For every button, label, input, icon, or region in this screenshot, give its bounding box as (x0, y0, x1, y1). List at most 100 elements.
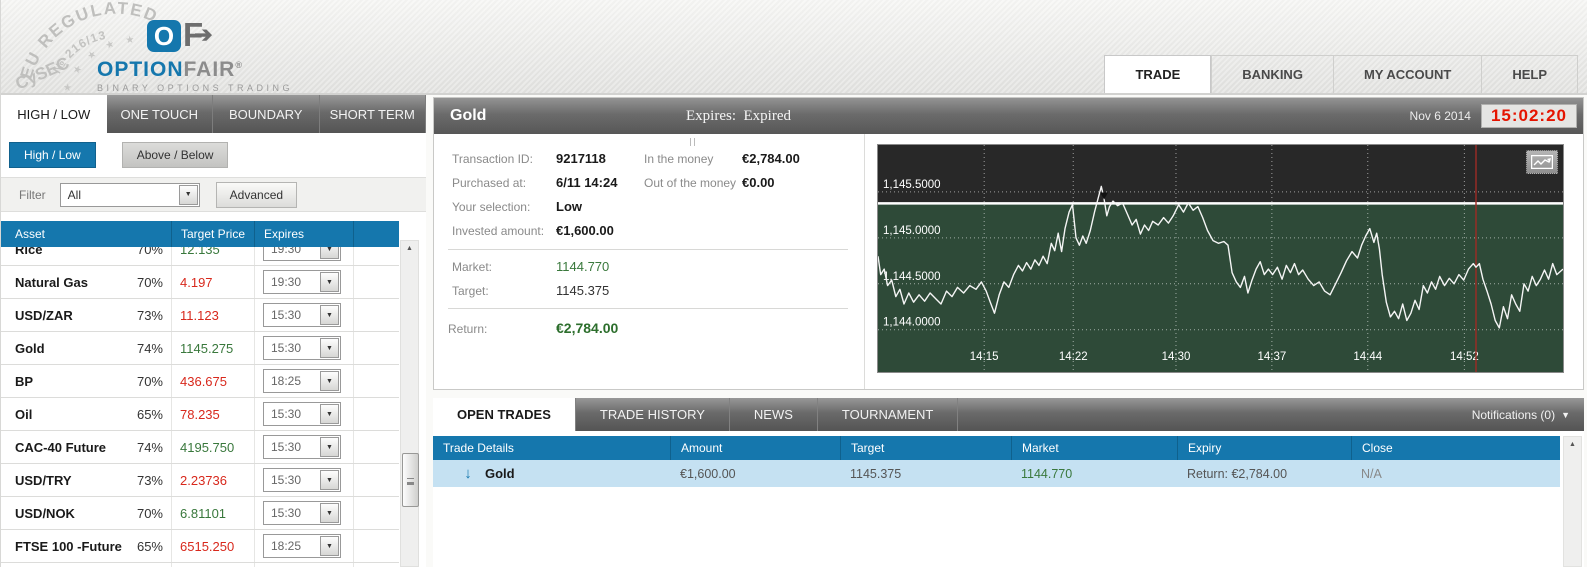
chevron-down-icon[interactable]: ▼ (320, 536, 339, 556)
asset-payout: 73% (136, 307, 163, 323)
trade-detail-panel: Gold Expires: Expired Nov 6 2014 15:02:2… (433, 97, 1584, 390)
chevron-down-icon[interactable]: ▼ (320, 470, 339, 490)
tab-news[interactable]: NEWS (730, 398, 818, 431)
expiry-select[interactable]: 18:25 ▼ (263, 369, 341, 393)
notifications-dropdown[interactable]: Notifications (0) ▼ (1472, 398, 1570, 431)
expiry-select[interactable]: 15:30 ▼ (263, 303, 341, 327)
subtab-above-below[interactable]: Above / Below (121, 142, 229, 168)
subtab-high-low[interactable]: High / Low (9, 142, 96, 168)
open-trades-header: Trade Details Amount Target Market Expir… (433, 436, 1560, 460)
selection-label: Your selection: (452, 200, 531, 214)
asset-row[interactable]: Rice 70% 12.135 19:30 ▼ (1, 247, 399, 266)
nav-tab-help[interactable]: HELP (1481, 55, 1578, 93)
asset-row[interactable]: USD/TRY 73% 2.23736 15:30 ▼ (1, 464, 399, 497)
logo-arrow-icon: ➔ (194, 22, 213, 47)
tab-short-term[interactable]: SHORT TERM (320, 95, 426, 133)
chart-out-of-money-zone (878, 145, 1563, 204)
asset-row[interactable]: USD/ZAR 73% 11.123 15:30 ▼ (1, 299, 399, 332)
asset-payout: 70% (136, 373, 163, 389)
asset-table-scrollbar[interactable]: ▲ (400, 240, 419, 567)
nav-tab-banking[interactable]: BANKING (1211, 55, 1333, 93)
trades-scrollbar[interactable]: ▲ (1563, 436, 1582, 567)
expiry-select[interactable]: 18:25 ▼ (263, 534, 341, 558)
asset-target-price: 4.197 (171, 266, 254, 298)
tab-tournament[interactable]: TOURNAMENT (818, 398, 959, 431)
asset-row[interactable]: FTSE 100 -Future 65% 6515.250 18:25 ▼ (1, 530, 399, 563)
chevron-down-icon[interactable]: ▼ (320, 272, 339, 292)
asset-target-price: 6515.250 (171, 530, 254, 562)
purchase-point-marker (1100, 192, 1109, 200)
expiry-select[interactable]: 19:30 ▼ (263, 270, 341, 294)
chevron-down-icon[interactable]: ▼ (320, 371, 339, 391)
asset-payout: 65% (136, 538, 163, 554)
out-money-value: €0.00 (742, 175, 775, 190)
asset-row[interactable]: CAC-40 Future 74% 4195.750 15:30 ▼ (1, 431, 399, 464)
asset-target-price: 6.81101 (171, 497, 254, 529)
instruments-panel: HIGH / LOW ONE TOUCH BOUNDARY SHORT TERM… (1, 95, 426, 567)
x-axis-label: 14:30 (1162, 351, 1191, 363)
x-axis-label: 14:52 (1450, 351, 1479, 363)
chevron-down-icon[interactable]: ▼ (320, 338, 339, 358)
asset-target-price: 4195.750 (171, 431, 254, 463)
expiry-select[interactable]: 15:30 ▼ (263, 402, 341, 426)
column-header-trade-details: Trade Details (443, 441, 514, 455)
chevron-down-icon[interactable]: ▼ (320, 437, 339, 457)
expiry-select[interactable]: 15:30 ▼ (263, 468, 341, 492)
purchased-at-value: 6/11 14:24 (556, 175, 618, 190)
expiry-select[interactable]: 19:30 ▼ (263, 247, 341, 261)
chevron-down-icon[interactable]: ▼ (320, 247, 339, 259)
asset-name: USD/TRY (15, 472, 72, 488)
column-header-close: Close (1351, 436, 1560, 460)
scroll-up-arrow-icon[interactable]: ▲ (1569, 441, 1576, 448)
asset-row[interactable]: Natural Gas 70% 4.197 19:30 ▼ (1, 266, 399, 299)
advanced-button[interactable]: Advanced (215, 181, 298, 208)
asset-rows: Rice 70% 12.135 19:30 ▼ Natural Gas 70% 4.197 19… (1, 247, 399, 567)
nav-tab-trade[interactable]: TRADE (1104, 55, 1212, 93)
chart-type-button[interactable] (1526, 150, 1558, 174)
expiry-select[interactable]: 15:30 ▼ (263, 435, 341, 459)
asset-row[interactable]: USD/NOK 70% 6.81101 15:30 ▼ (1, 497, 399, 530)
expiry-value: 18:25 (271, 374, 302, 388)
tab-high-low[interactable]: HIGH / LOW (1, 95, 107, 133)
expiry-select[interactable]: 15:30 ▼ (263, 336, 341, 360)
scrollbar-thumb[interactable] (402, 453, 419, 507)
chevron-down-icon[interactable]: ▼ (320, 503, 339, 523)
divider (448, 249, 848, 250)
brand-wordmark: OPTIONFAIR® (97, 58, 243, 81)
nav-tab-my-account[interactable]: MY ACCOUNT (1332, 55, 1482, 93)
expiry-value: 15:30 (271, 341, 302, 355)
tab-trade-history[interactable]: TRADE HISTORY (576, 398, 730, 431)
scroll-up-arrow-icon[interactable]: ▲ (406, 245, 413, 252)
asset-row[interactable]: Gold 74% 1145.275 15:30 ▼ (1, 332, 399, 365)
filter-select[interactable]: All ▼ (59, 182, 200, 207)
asset-name: Rice (15, 247, 43, 257)
tab-boundary[interactable]: BOUNDARY (213, 95, 320, 133)
asset-name: Gold (15, 340, 45, 356)
of-logo-mark: O F ➔ (147, 18, 293, 56)
expiry-select[interactable]: 15:30 ▼ (263, 501, 341, 525)
chevron-down-icon[interactable]: ▼ (320, 305, 339, 325)
return-value: €2,784.00 (556, 320, 619, 336)
asset-row[interactable]: BP 70% 436.675 18:25 ▼ (1, 365, 399, 398)
open-trade-row[interactable]: ↓ Gold €1,600.00 1145.375 1144.770 Retur… (433, 460, 1560, 487)
return-label: Return: (448, 322, 488, 336)
tab-one-touch[interactable]: ONE TOUCH (107, 95, 213, 133)
y-axis-label: 1,145.0000 (883, 225, 941, 237)
asset-payout: 74% (136, 340, 163, 356)
tab-open-trades[interactable]: OPEN TRADES (433, 398, 576, 431)
panel-drag-handle-icon[interactable] (690, 138, 695, 146)
expiry-value: 15:30 (271, 506, 302, 520)
asset-row-blank-cell (353, 398, 399, 430)
purchased-at-label: Purchased at: (452, 176, 527, 190)
column-header-blank (353, 221, 399, 247)
expiry-value: 15:30 (271, 440, 302, 454)
chevron-down-icon[interactable]: ▼ (320, 404, 339, 424)
chevron-down-icon[interactable]: ▼ (178, 184, 198, 205)
asset-row[interactable]: Oil 65% 78.235 15:30 ▼ (1, 398, 399, 431)
y-axis-label: 1,144.0000 (883, 317, 941, 329)
transaction-id-label: Transaction ID: (452, 152, 533, 166)
target-label: Target: (452, 284, 489, 298)
trade-amount: €1,600.00 (680, 466, 736, 481)
optionfair-logo: O F ➔ OPTIONFAIR® BINARY OPTIONS TRADING (97, 18, 293, 93)
market-label: Market: (452, 260, 493, 274)
